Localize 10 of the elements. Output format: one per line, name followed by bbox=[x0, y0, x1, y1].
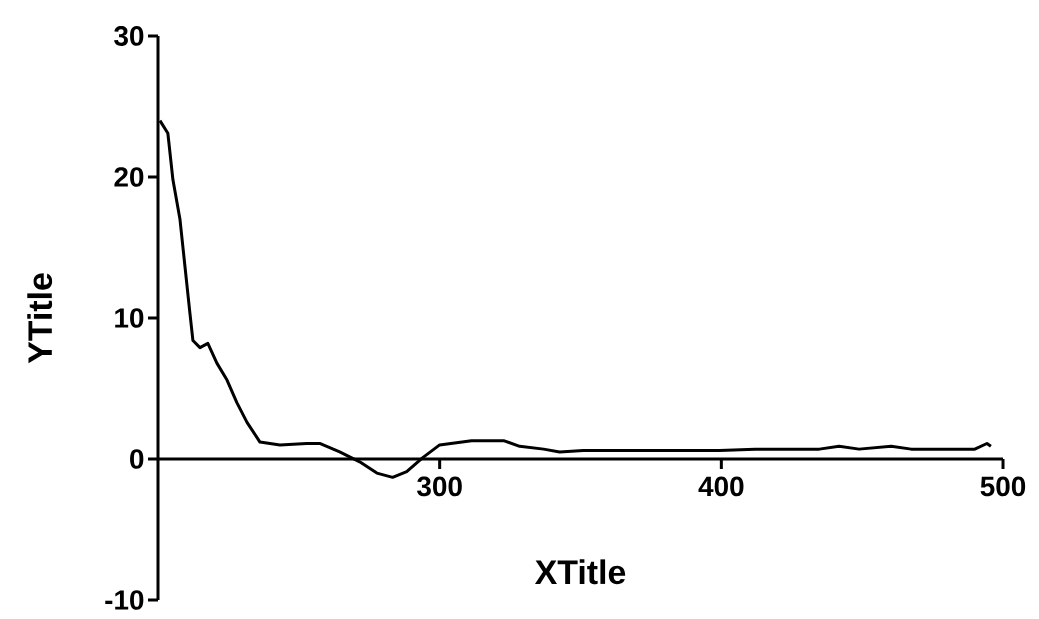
x-tick-label: 500 bbox=[980, 476, 1026, 497]
y-axis-title: YTitle bbox=[27, 273, 53, 364]
x-tick-label: 300 bbox=[417, 476, 462, 497]
x-axis-title: XTitle bbox=[535, 559, 626, 585]
y-tick-label: 0 bbox=[130, 449, 144, 469]
y-tick-label: 20 bbox=[114, 167, 144, 187]
x-tick-label: 400 bbox=[698, 476, 744, 497]
y-tick-label: 30 bbox=[114, 26, 144, 46]
y-tick-label: 10 bbox=[115, 308, 144, 328]
y-tick-label: -10 bbox=[105, 590, 144, 610]
